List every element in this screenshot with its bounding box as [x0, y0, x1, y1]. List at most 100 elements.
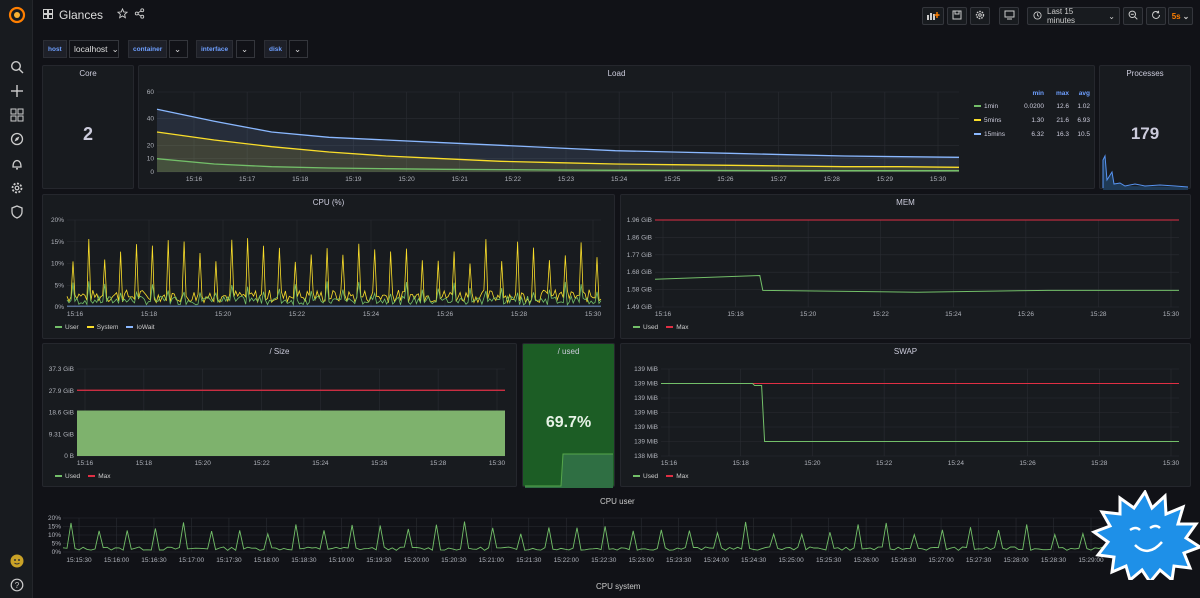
panel-swap[interactable]: SWAP 138 MiB 139 MiB 139 MiB 139 MiB 139 MiB…: [620, 343, 1191, 487]
help-icon[interactable]: ?: [8, 576, 26, 594]
x-tick-label: 15:21:00: [479, 557, 505, 564]
series-line-user: [66, 281, 602, 307]
series-line-cpu-user: [62, 521, 1104, 551]
panel-mem[interactable]: MEM 1.49 GiB 1.58 GiB 1.68 GiB 1.77 GiB 1.86…: [620, 194, 1191, 339]
legend-item-user[interactable]: User: [55, 324, 79, 331]
legend-label: Used: [65, 473, 81, 480]
legend-label: Max: [676, 473, 689, 480]
refresh-button[interactable]: [1146, 7, 1166, 25]
series-area-used: [77, 410, 505, 456]
y-tick-label: 139 MiB: [634, 366, 658, 373]
x-tick-label: 15:18: [733, 460, 750, 467]
used-sparkline: [525, 453, 613, 488]
legend-max: 21.6: [1056, 117, 1069, 124]
variable-select-interface[interactable]: ⌄: [236, 40, 255, 58]
grafana-logo-icon[interactable]: [8, 6, 26, 24]
x-tick-label: 15:26: [1019, 460, 1036, 467]
legend-row[interactable]: 5mins 1.30 21.6 6.93: [974, 117, 1094, 124]
x-tick-label: 15:24: [945, 311, 962, 318]
x-tick-label: 15:28:00: [1003, 557, 1029, 564]
variable-select-host[interactable]: localhost ⌄: [69, 40, 119, 58]
legend-label: Used: [643, 473, 659, 480]
x-tick-label: 15:28: [511, 311, 528, 318]
bell-icon[interactable]: [8, 155, 26, 173]
legend-label: Max: [98, 473, 111, 480]
panel-used[interactable]: / used 69.7%: [522, 343, 615, 488]
explore-icon[interactable]: [8, 130, 26, 148]
legend-item-max[interactable]: Max: [88, 473, 110, 480]
y-tick-label: 139 MiB: [634, 424, 658, 431]
mem-chart: 1.49 GiB 1.58 GiB 1.68 GiB 1.77 GiB 1.86 GiB…: [627, 217, 1180, 318]
y-tick-label: 27.9 GiB: [49, 388, 74, 395]
sidebar: ?: [0, 0, 33, 598]
variable-label-container: container: [128, 40, 168, 58]
legend-max: 12.6: [1056, 103, 1069, 110]
zoom-out-button[interactable]: [1123, 7, 1143, 25]
x-tick-label: 15:30: [930, 176, 947, 183]
y-tick-label: 138 MiB: [634, 453, 658, 460]
chevron-down-icon: ⌄: [174, 43, 182, 54]
panel-size[interactable]: / Size 0 B 9.31 GiB 18.6 GiB 27.9 GiB 37.3 G…: [42, 343, 517, 487]
x-tick-label: 15:22: [873, 311, 890, 318]
legend-item-max[interactable]: Max: [666, 473, 688, 480]
legend-avg: 10.5: [1077, 131, 1090, 138]
row-title-cpu-system[interactable]: CPU system: [596, 582, 641, 591]
x-tick-label: 15:26: [717, 176, 734, 183]
share-icon[interactable]: [134, 8, 145, 22]
x-tick-label: 15:18: [292, 176, 309, 183]
y-tick-label: 37.3 GiB: [49, 366, 74, 373]
x-tick-label: 15:21: [452, 176, 469, 183]
panel-title: / used: [557, 347, 580, 356]
y-tick-label: 0 B: [64, 453, 74, 460]
panel-processes[interactable]: Processes 179: [1099, 65, 1191, 190]
time-range-picker[interactable]: Last 15 minutes ⌄: [1027, 7, 1120, 25]
gear-icon[interactable]: [8, 179, 26, 197]
series-line-used: [654, 275, 1179, 293]
plus-icon[interactable]: [8, 82, 26, 100]
add-panel-button[interactable]: [922, 7, 944, 25]
dashboards-icon[interactable]: [8, 106, 26, 124]
legend-row[interactable]: 1min 0.0200 12.6 1.02: [974, 103, 1094, 110]
disk-used-percent: 69.7%: [545, 414, 592, 431]
variable-select-disk[interactable]: ⌄: [289, 40, 308, 58]
legend-min: 0.0200: [1024, 103, 1044, 110]
panel-core[interactable]: Core 2: [42, 65, 134, 189]
legend-item-iowait[interactable]: IoWait: [126, 324, 155, 331]
panel-load[interactable]: Load 60 40 20 10 0 15:16 15:17 15:18 15:19 15:20 1…: [138, 65, 1095, 189]
cycle-view-mode-button[interactable]: [999, 7, 1019, 25]
cpu-chart: 0% 5% 10% 15% 20% 15:16 15:18 15:20 15:22 15:24 15…: [51, 217, 602, 318]
panel-title: CPU (%): [312, 198, 345, 207]
legend-name: 15mins: [984, 131, 1005, 138]
x-tick-label: 15:27: [770, 176, 787, 183]
y-tick-label: 20%: [48, 515, 61, 522]
series-area-5mins: [157, 132, 959, 172]
chevron-down-icon: ⌄: [1108, 11, 1115, 21]
row-title-cpu-user[interactable]: CPU user: [600, 497, 635, 506]
avatar[interactable]: [8, 552, 26, 570]
size-chart: 0 B 9.31 GiB 18.6 GiB 27.9 GiB 37.3 GiB 15:16…: [49, 366, 506, 467]
save-dashboard-button[interactable]: [947, 7, 967, 25]
legend-item-used[interactable]: Used: [633, 473, 658, 480]
legend-item-max[interactable]: Max: [666, 324, 688, 331]
search-icon[interactable]: [8, 58, 26, 76]
star-icon[interactable]: [116, 7, 129, 22]
dashboard-settings-button[interactable]: [970, 7, 990, 25]
x-tick-label: 15:18: [141, 311, 158, 318]
legend-swatch: [974, 105, 981, 108]
variable-select-container[interactable]: ⌄: [169, 40, 188, 58]
legend-row[interactable]: 15mins 6.32 16.3 10.5: [974, 131, 1094, 138]
dashboard-title[interactable]: Glances: [59, 8, 104, 22]
legend-item-used[interactable]: Used: [55, 473, 80, 480]
refresh-interval-picker[interactable]: 5s ⌄: [1168, 7, 1193, 25]
legend-item-system[interactable]: System: [86, 324, 118, 331]
mascot-sun-icon: [1090, 490, 1200, 580]
x-tick-label: 15:22: [253, 460, 270, 467]
legend-header-min: min: [1032, 90, 1044, 97]
x-tick-label: 15:22: [289, 311, 306, 318]
x-tick-label: 15:16:00: [104, 557, 130, 564]
shield-icon[interactable]: [8, 203, 26, 221]
legend-item-used[interactable]: Used: [633, 324, 658, 331]
panel-cpu[interactable]: CPU (%) 0% 5% 10% 15% 20% 15:16 15:18 15:20 15:2…: [42, 194, 615, 339]
refresh-icon: [1151, 10, 1161, 22]
x-tick-label: 15:24:00: [704, 557, 730, 564]
